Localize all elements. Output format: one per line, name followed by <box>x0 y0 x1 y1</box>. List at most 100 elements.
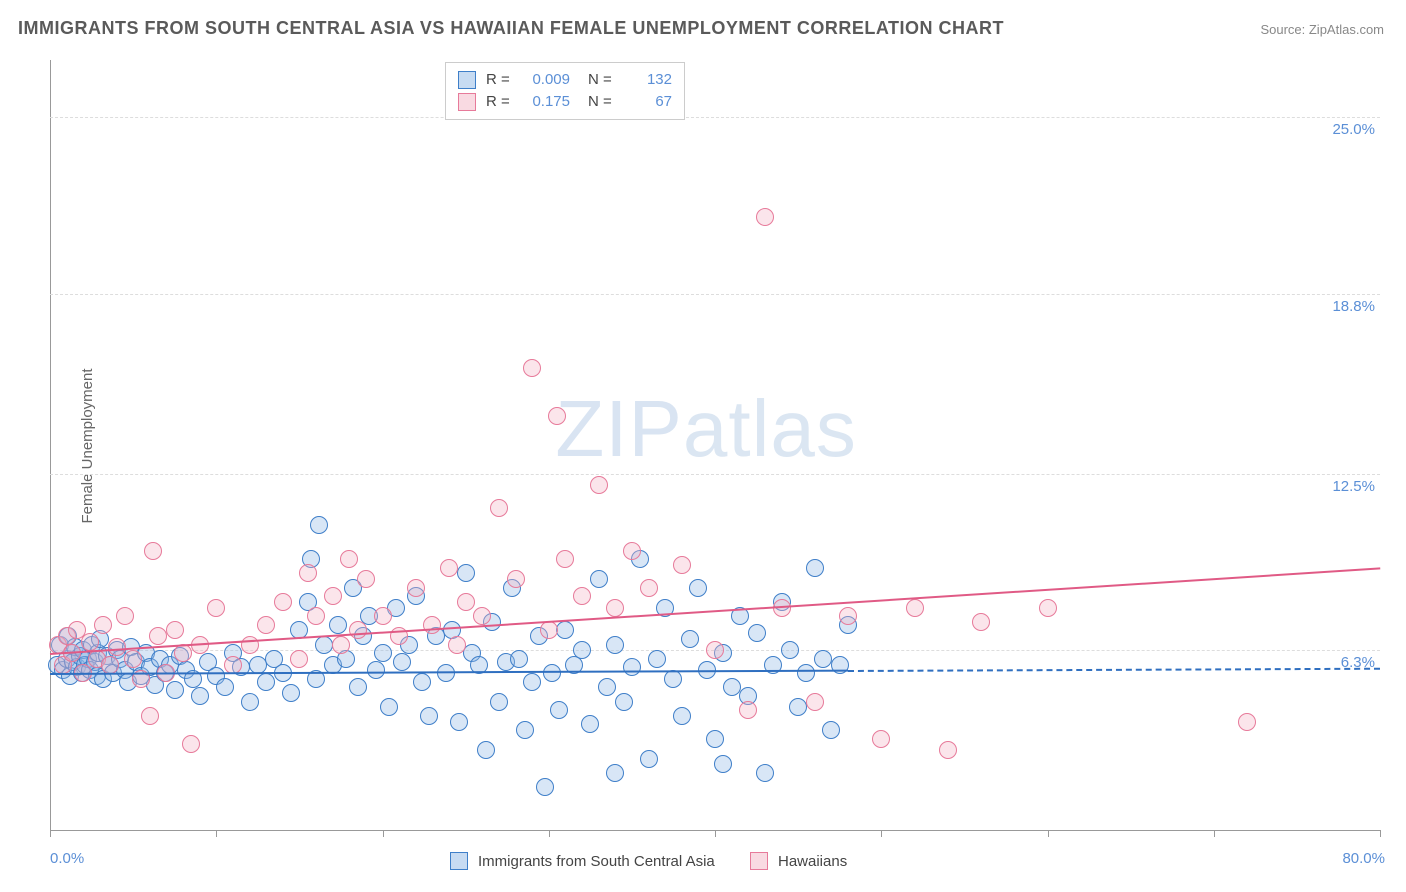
scatter-point-pink <box>101 656 119 674</box>
scatter-point-blue <box>374 644 392 662</box>
legend-swatch-blue <box>450 852 468 870</box>
legend-bottom-label: Hawaiians <box>778 853 847 870</box>
scatter-point-blue <box>714 755 732 773</box>
scatter-point-pink <box>640 579 658 597</box>
scatter-point-blue <box>822 721 840 739</box>
scatter-point-blue <box>329 616 347 634</box>
scatter-point-pink <box>972 613 990 631</box>
y-axis <box>50 60 51 830</box>
scatter-point-blue <box>249 656 267 674</box>
legend-correlation-box: R =0.009N =132R =0.175N =67 <box>445 62 685 120</box>
scatter-point-blue <box>648 650 666 668</box>
scatter-point-pink <box>939 741 957 759</box>
scatter-point-blue <box>420 707 438 725</box>
scatter-point-pink <box>407 579 425 597</box>
scatter-point-blue <box>781 641 799 659</box>
scatter-point-pink <box>116 607 134 625</box>
scatter-point-pink <box>673 556 691 574</box>
scatter-point-blue <box>623 658 641 676</box>
scatter-point-pink <box>274 593 292 611</box>
scatter-point-pink <box>540 621 558 639</box>
x-tick-label: 0.0% <box>50 850 84 867</box>
gridline <box>50 117 1380 118</box>
scatter-point-blue <box>349 678 367 696</box>
legend-r-value: 0.175 <box>524 91 570 113</box>
scatter-point-pink <box>548 407 566 425</box>
legend-r-label: R = <box>486 91 514 113</box>
x-tick <box>715 830 716 837</box>
scatter-point-pink <box>573 587 591 605</box>
legend-swatch-pink <box>458 93 476 111</box>
scatter-point-blue <box>606 764 624 782</box>
scatter-point-blue <box>615 693 633 711</box>
scatter-point-pink <box>507 570 525 588</box>
scatter-point-pink <box>839 607 857 625</box>
x-tick <box>216 830 217 837</box>
scatter-point-pink <box>241 636 259 654</box>
scatter-point-blue <box>166 681 184 699</box>
scatter-point-pink <box>490 499 508 517</box>
scatter-point-blue <box>673 707 691 725</box>
y-tick-label: 18.8% <box>1320 298 1375 315</box>
legend-n-label: N = <box>588 91 616 113</box>
scatter-point-pink <box>423 616 441 634</box>
scatter-point-pink <box>556 550 574 568</box>
scatter-point-blue <box>282 684 300 702</box>
scatter-point-blue <box>723 678 741 696</box>
scatter-point-blue <box>315 636 333 654</box>
scatter-point-pink <box>290 650 308 668</box>
x-tick <box>881 830 882 837</box>
scatter-point-blue <box>573 641 591 659</box>
scatter-point-blue <box>797 664 815 682</box>
scatter-point-blue <box>393 653 411 671</box>
scatter-point-pink <box>706 641 724 659</box>
scatter-point-blue <box>310 516 328 534</box>
x-tick <box>1214 830 1215 837</box>
scatter-point-blue <box>556 621 574 639</box>
trend-blue-dashed <box>848 667 1380 671</box>
scatter-point-blue <box>191 687 209 705</box>
scatter-point-pink <box>207 599 225 617</box>
scatter-point-blue <box>640 750 658 768</box>
x-tick-label: 80.0% <box>1330 850 1385 867</box>
scatter-point-pink <box>257 616 275 634</box>
legend-swatch-pink <box>750 852 768 870</box>
scatter-point-blue <box>543 664 561 682</box>
legend-n-value: 132 <box>626 69 672 91</box>
scatter-point-blue <box>814 650 832 668</box>
scatter-point-blue <box>536 778 554 796</box>
scatter-point-blue <box>367 661 385 679</box>
scatter-point-blue <box>490 693 508 711</box>
scatter-point-pink <box>340 550 358 568</box>
scatter-point-blue <box>257 673 275 691</box>
scatter-point-blue <box>516 721 534 739</box>
legend-r-label: R = <box>486 69 514 91</box>
scatter-point-pink <box>307 607 325 625</box>
scatter-point-pink <box>440 559 458 577</box>
legend-bottom-pink: Hawaiians <box>750 852 847 870</box>
scatter-point-pink <box>149 627 167 645</box>
scatter-point-pink <box>166 621 184 639</box>
chart-title: IMMIGRANTS FROM SOUTH CENTRAL ASIA VS HA… <box>18 18 1004 39</box>
legend-bottom-label: Immigrants from South Central Asia <box>478 853 715 870</box>
scatter-point-blue <box>681 630 699 648</box>
legend-n-value: 67 <box>626 91 672 113</box>
scatter-point-blue <box>706 730 724 748</box>
scatter-point-pink <box>324 587 342 605</box>
gridline <box>50 294 1380 295</box>
scatter-point-pink <box>124 650 142 668</box>
scatter-point-pink <box>374 607 392 625</box>
scatter-point-pink <box>756 208 774 226</box>
scatter-point-pink <box>1039 599 1057 617</box>
scatter-point-pink <box>606 599 624 617</box>
scatter-point-pink <box>349 621 367 639</box>
scatter-point-pink <box>174 644 192 662</box>
scatter-point-pink <box>523 359 541 377</box>
scatter-point-pink <box>81 633 99 651</box>
scatter-point-pink <box>623 542 641 560</box>
plot-area: 6.3%12.5%18.8%25.0%0.0%80.0% <box>50 60 1380 830</box>
scatter-point-blue <box>598 678 616 696</box>
y-tick-label: 12.5% <box>1320 478 1375 495</box>
scatter-point-pink <box>299 564 317 582</box>
scatter-point-pink <box>224 656 242 674</box>
